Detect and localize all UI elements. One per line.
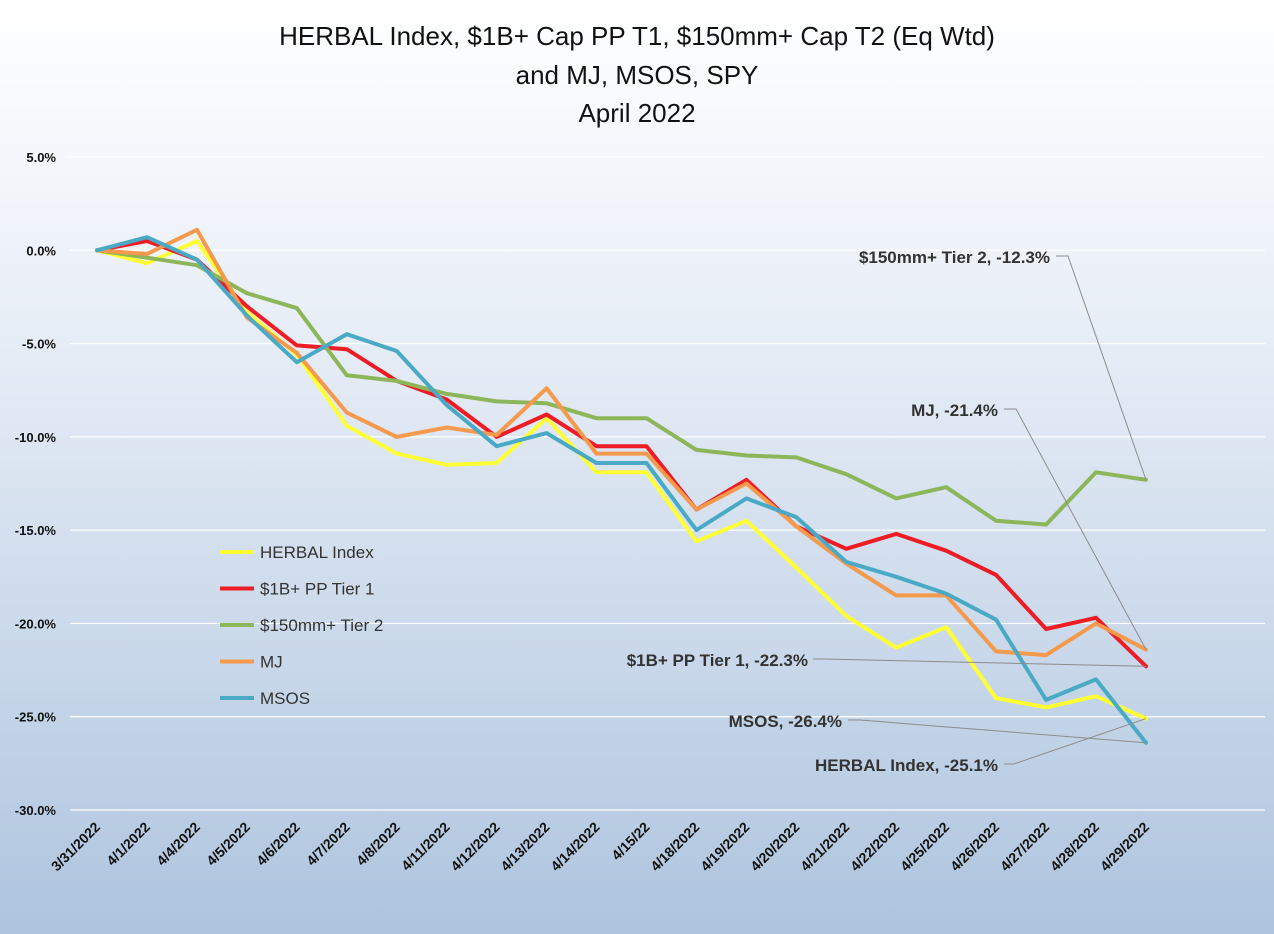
chart-title-line-1: HERBAL Index, $1B+ Cap PP T1, $150mm+ Ca… <box>279 21 995 51</box>
x-tick-label: 4/25/2022 <box>897 819 953 875</box>
annotation-leader-msos <box>848 719 1147 744</box>
y-tick-label: -5.0% <box>22 337 56 352</box>
x-axis-ticks: 3/31/2022 4/1/2022 4/4/2022 4/5/2022 4/6/202… <box>48 819 1153 875</box>
x-tick-label: 4/1/2022 <box>103 819 153 869</box>
annotation-150mm-tier-2: $150mm+ Tier 2, -12.3% <box>859 248 1050 267</box>
series-line-150mm-tier-2 <box>95 248 1148 527</box>
x-tick-label: 4/11/2022 <box>398 819 453 874</box>
chart-title-line-2: and MJ, MSOS, SPY <box>516 60 759 90</box>
gridlines <box>70 156 1265 811</box>
x-tick-label: 4/19/2022 <box>697 819 753 875</box>
annotation-leader-herbal-index <box>1004 718 1147 765</box>
annotation-herbal-index: HERBAL Index, -25.1% <box>815 756 998 775</box>
series-line-msos <box>95 235 1148 745</box>
x-tick-label: 4/8/2022 <box>353 819 403 869</box>
annotation-mj: MJ, -21.4% <box>911 401 998 420</box>
x-tick-label: 4/14/2022 <box>547 819 603 875</box>
series-line-1b-pp-tier-1 <box>95 239 1148 669</box>
legend-label-mj: MJ <box>260 653 283 672</box>
y-tick-label: -25.0% <box>15 710 57 725</box>
legend-label-msos: MSOS <box>260 689 310 708</box>
x-tick-label: 4/28/2022 <box>1047 819 1103 875</box>
x-tick-label: 4/21/2022 <box>797 819 853 875</box>
x-tick-label: 4/29/2022 <box>1097 819 1153 875</box>
y-tick-label: -30.0% <box>15 803 57 818</box>
y-tick-label: -15.0% <box>15 523 57 538</box>
x-tick-label: 4/20/2022 <box>747 819 803 875</box>
x-tick-label: 4/5/2022 <box>203 819 253 869</box>
annotation-leader-1b-pp-tier-1 <box>813 658 1147 667</box>
y-tick-label: 0.0% <box>26 243 56 258</box>
annotation-leader-150mm-tier-2 <box>1056 255 1147 480</box>
x-tick-label: 4/6/2022 <box>253 819 303 869</box>
x-tick-label: 4/4/2022 <box>153 819 203 869</box>
annotation-msos: MSOS, -26.4% <box>729 712 842 731</box>
x-tick-label: 4/12/2022 <box>447 819 503 875</box>
chart-title: HERBAL Index, $1B+ Cap PP T1, $150mm+ Ca… <box>279 21 995 128</box>
x-tick-label: 3/31/2022 <box>48 819 104 875</box>
chart-title-line-3: April 2022 <box>578 98 695 128</box>
legend: HERBAL Index $1B+ PP Tier 1 $150mm+ Tier 2… <box>220 543 383 708</box>
y-axis-ticks: 5.0% 0.0% -5.0% -10.0% -15.0% -20.0% -25.0% -30… <box>15 150 57 818</box>
x-tick-label: 4/7/2022 <box>303 819 353 869</box>
x-tick-label: 4/18/2022 <box>647 819 703 875</box>
series-lines <box>95 227 1148 745</box>
y-tick-label: -10.0% <box>15 430 57 445</box>
series-line-mj <box>95 227 1148 658</box>
annotations: $150mm+ Tier 2, -12.3% MJ, -21.4% $1B+ PP … <box>627 248 1147 775</box>
x-tick-label: 4/22/2022 <box>847 819 903 875</box>
y-tick-label: 5.0% <box>26 150 56 165</box>
x-tick-label: 4/13/2022 <box>497 819 553 875</box>
x-tick-label: 4/15/22 <box>608 819 652 863</box>
annotation-1b-pp-tier-1: $1B+ PP Tier 1, -22.3% <box>627 651 808 670</box>
legend-label-150mm-tier-2: $150mm+ Tier 2 <box>260 616 383 635</box>
legend-label-herbal-index: HERBAL Index <box>260 543 374 562</box>
x-tick-label: 4/27/2022 <box>997 819 1053 875</box>
y-tick-label: -20.0% <box>15 616 57 631</box>
x-tick-label: 4/26/2022 <box>947 819 1003 875</box>
annotation-leader-mj <box>1004 408 1147 650</box>
legend-label-1b-pp-tier-1: $1B+ PP Tier 1 <box>260 580 375 599</box>
